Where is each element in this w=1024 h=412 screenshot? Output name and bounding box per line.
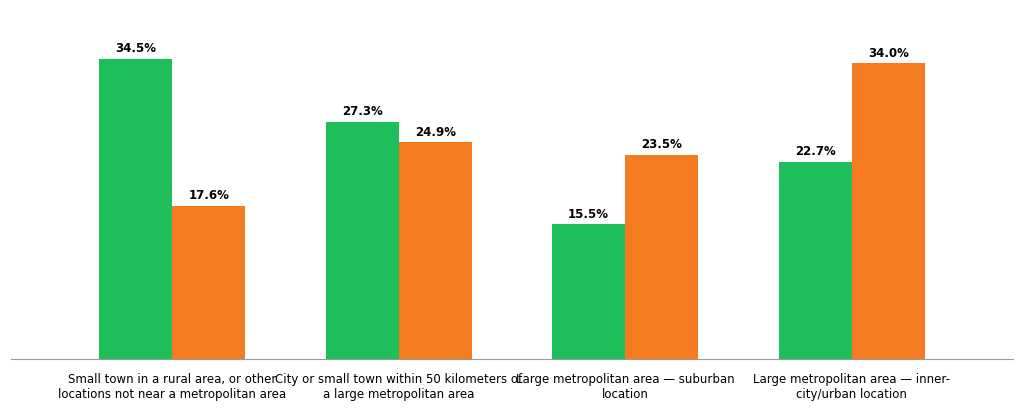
Bar bbox=[172, 206, 246, 359]
Bar bbox=[99, 59, 172, 359]
Text: 34.5%: 34.5% bbox=[115, 42, 156, 56]
Text: 17.6%: 17.6% bbox=[188, 190, 229, 202]
Bar bbox=[398, 143, 472, 359]
Bar bbox=[778, 162, 852, 359]
Text: 22.7%: 22.7% bbox=[795, 145, 836, 158]
Bar bbox=[326, 122, 398, 359]
Text: 15.5%: 15.5% bbox=[568, 208, 609, 221]
Text: 24.9%: 24.9% bbox=[415, 126, 456, 139]
Bar bbox=[626, 154, 698, 359]
Bar bbox=[852, 63, 925, 359]
Text: 23.5%: 23.5% bbox=[641, 138, 682, 151]
Text: 27.3%: 27.3% bbox=[342, 105, 383, 118]
Bar bbox=[552, 224, 626, 359]
Text: 34.0%: 34.0% bbox=[868, 47, 909, 60]
